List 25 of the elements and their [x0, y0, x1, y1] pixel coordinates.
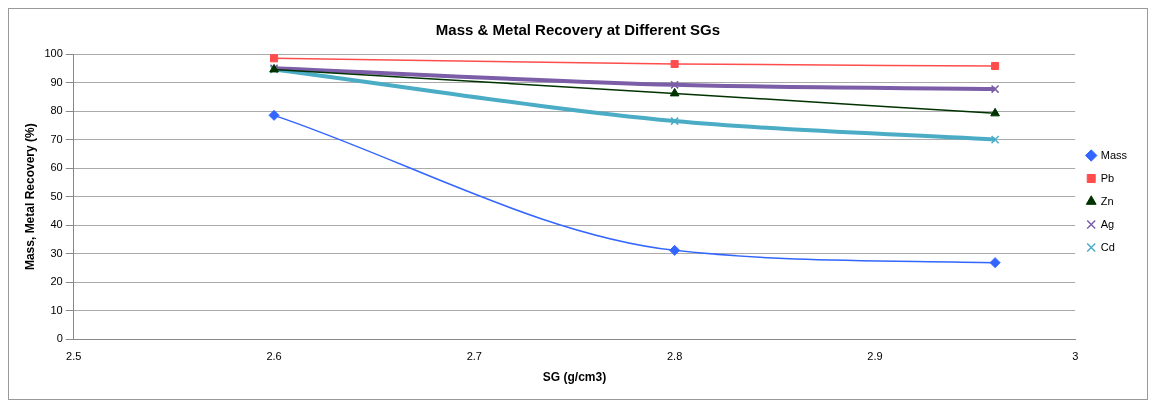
x-tick-label: 2.8: [666, 350, 683, 363]
legend-label: Pb: [1100, 171, 1115, 184]
y-tick-label: 80: [50, 104, 63, 117]
y-axis-title: Mass, Metal Recovery (%): [22, 123, 37, 271]
legend-label: Mass: [1100, 148, 1128, 161]
x-tick-label: 2.5: [66, 350, 82, 363]
y-tick-label: 90: [50, 75, 63, 88]
y-tick-label: 0: [56, 332, 63, 345]
y-tick-label: 70: [50, 132, 63, 145]
x-axis-title: SG (g/cm3): [542, 370, 607, 385]
x-tick-label: 3: [1072, 350, 1079, 363]
y-tick-label: 40: [50, 218, 63, 231]
y-tick-label: 10: [50, 303, 63, 316]
y-tick-label: 50: [50, 189, 63, 202]
legend-label: Cd: [1100, 240, 1115, 253]
x-tick-label: 2.9: [867, 350, 883, 363]
x-tick-label: 2.7: [466, 350, 482, 363]
y-tick-label: 30: [50, 246, 63, 259]
legend-label: Zn: [1100, 194, 1114, 207]
x-tick-label: 2.6: [266, 350, 282, 363]
legend-label: Ag: [1100, 217, 1115, 230]
y-tick-label: 100: [44, 47, 63, 60]
chart-title: Mass & Metal Recovery at Different SGs: [435, 21, 721, 39]
y-tick-label: 20: [50, 275, 63, 288]
y-tick-label: 60: [50, 161, 63, 174]
